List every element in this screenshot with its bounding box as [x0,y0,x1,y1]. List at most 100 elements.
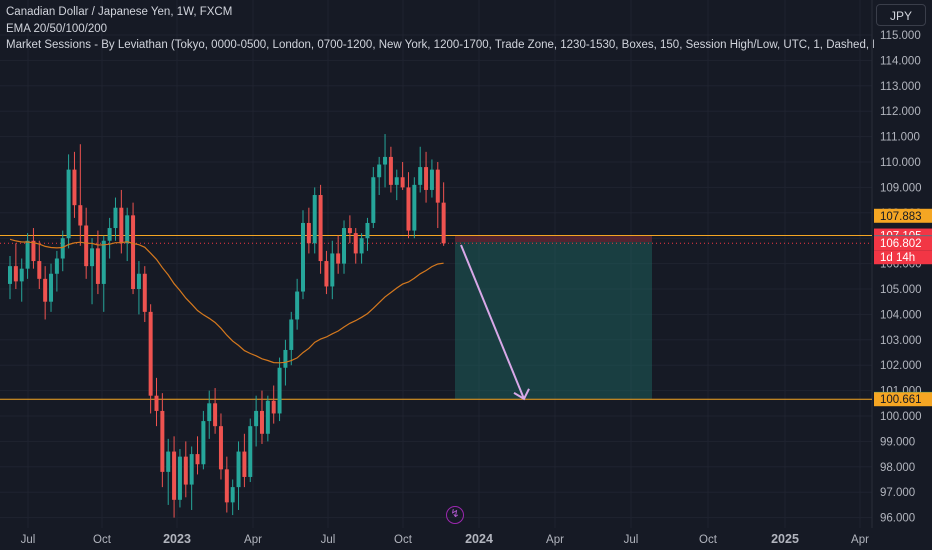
candle [359,233,364,264]
price-tick-label: 104.000 [880,309,922,321]
time-tick-label: 2024 [465,532,493,546]
candle-body [136,273,141,289]
candle [383,134,388,188]
candle [388,146,393,193]
currency-button[interactable]: JPY [876,4,926,26]
candle [347,215,352,244]
horizontal-lines [0,235,872,400]
price-label-box [874,392,932,407]
candle [195,436,200,475]
time-tick-label: Jul [624,534,639,546]
candle-body [377,164,382,178]
candle [265,395,270,442]
candle-body [160,410,165,472]
candle [242,433,247,488]
candle [125,207,130,262]
candle [107,217,112,259]
time-tick-label: Oct [394,534,413,546]
candle [160,393,165,488]
candle-body [271,400,276,414]
candle-body [113,207,118,229]
candle [400,162,405,190]
candle-body [441,202,446,244]
candle [353,228,358,264]
ema-path [9,238,444,364]
candle-body [54,258,59,274]
candle [37,240,42,289]
price-tick-label: 103.000 [880,335,922,347]
candle-body [342,228,347,264]
candle-body [90,248,95,267]
candle [113,197,118,241]
candle [131,202,136,295]
candle [406,172,411,239]
candle [412,177,417,239]
candle [49,263,54,312]
candle-body [213,403,218,427]
candle [330,240,335,300]
time-tick-label: Oct [699,534,718,546]
countdown-text: 1d 14h [880,252,915,264]
candle-body [242,451,247,477]
take-profit-zone [455,242,652,399]
price-tick-label: 100.000 [880,411,922,423]
candle-body [400,177,405,188]
candle-body [424,167,429,190]
candle-body [207,403,212,422]
candle-body [78,205,83,226]
candle [289,311,294,366]
candle [236,441,241,510]
candle-body [119,207,124,244]
candle-body [365,222,370,239]
candle [166,438,171,505]
lightning-icon[interactable]: ↯ [446,506,464,524]
candle-body [330,253,335,287]
candle-body [154,395,159,411]
candle [101,235,106,312]
candle-body [289,319,294,350]
price-tick-label: 109.000 [880,182,922,194]
candle-body [412,184,417,231]
candle [43,266,48,320]
candle [213,388,218,434]
market-sessions-indicator-label[interactable]: Market Sessions - By Leviathan (Tokyo, 0… [6,39,874,51]
time-tick-label: Apr [546,534,564,546]
candle-body [230,487,235,503]
candle-body [25,240,30,269]
candle [336,235,341,274]
candle-body [72,169,77,206]
price-label-box [874,208,932,223]
time-tick-label: Oct [93,534,112,546]
symbol-title[interactable]: Canadian Dollar / Japanese Yen, 1W, FXCM [6,6,233,18]
candle [25,233,30,279]
candle-body [125,215,130,244]
candle [189,446,194,510]
candle [78,144,83,246]
candle [19,258,24,302]
price-tick-label: 102.000 [880,360,922,372]
candle [271,385,276,424]
candle-body [336,253,341,264]
candle-body [84,225,89,267]
candle [312,187,317,254]
time-tick-label: 2023 [163,532,191,546]
candle-body [142,273,147,312]
price-tick-label: 115.000 [880,30,921,42]
candle-body [306,222,311,244]
price-tick-label: 98.000 [880,462,915,474]
candle [365,217,370,251]
price-tick-label: 105.000 [880,284,922,296]
candle [207,390,212,439]
ema-indicator-label[interactable]: EMA 20/50/100/200 [6,22,108,35]
candle [31,228,36,269]
time-tick-label: Jul [21,534,36,546]
candle [377,156,382,196]
candle-body [295,291,300,320]
time-tick-label: 2025 [771,532,799,546]
candle [54,250,59,292]
arrow-head [513,388,530,401]
trend-arrow [460,244,530,401]
candle [148,304,153,414]
candle-body [406,187,411,231]
